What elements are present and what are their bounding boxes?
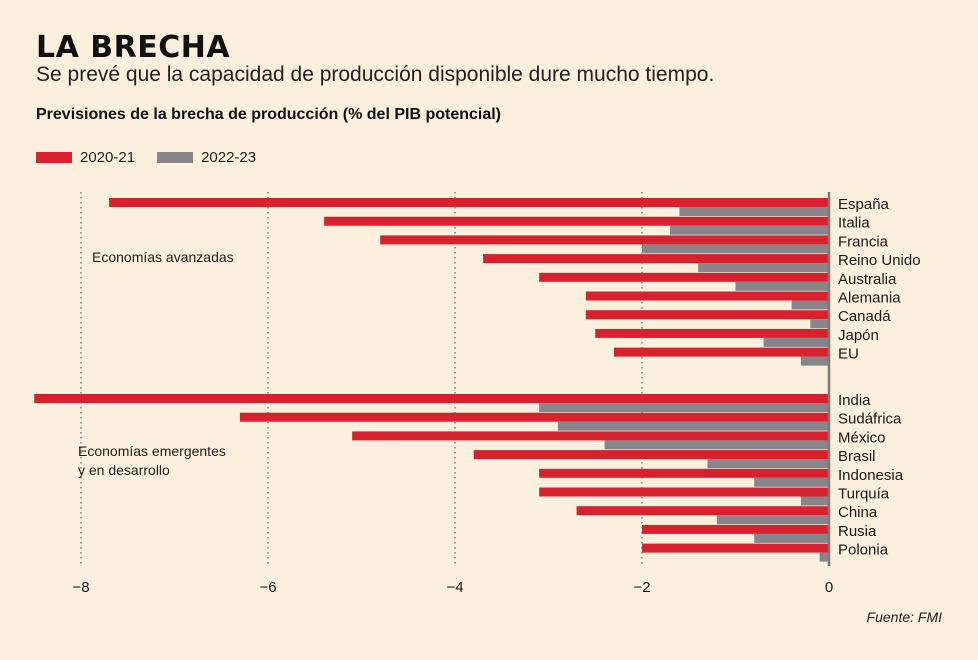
bar-2022-23 — [698, 263, 829, 273]
legend-item-2022-23: 2022-23 — [157, 149, 256, 166]
bar-2022-23 — [754, 533, 829, 543]
bar-2020-21 — [473, 450, 829, 460]
bar-2020-21 — [483, 254, 829, 264]
chart-title: LA BRECHA — [36, 30, 231, 65]
category-label: Australia — [838, 271, 897, 288]
group-label-emerging-line2: y en desarrollo — [78, 462, 170, 478]
category-label: Turquía — [838, 486, 890, 503]
group-label-emerging: Economías emergentes y en desarrollo — [78, 442, 226, 480]
bar-2020-21 — [585, 310, 829, 320]
legend-label: 2022-23 — [201, 149, 257, 166]
bar-2020-21 — [539, 272, 829, 282]
bar-2020-21 — [585, 291, 829, 301]
bar-2022-23 — [800, 496, 829, 506]
category-label: Brasil — [838, 448, 876, 465]
category-label: Reino Unido — [838, 252, 921, 269]
bar-2020-21 — [539, 487, 829, 497]
category-label: India — [838, 392, 871, 409]
bar-2022-23 — [539, 403, 829, 412]
chart-heading: Previsiones de la brecha de producción (… — [36, 106, 502, 123]
bar-2022-23 — [716, 515, 829, 525]
bar-2020-21 — [576, 506, 829, 516]
bar-2020-21 — [380, 235, 829, 245]
group-label-advanced: Economías avanzadas — [92, 248, 234, 267]
bar-2022-23 — [763, 337, 829, 347]
category-label: China — [838, 504, 878, 521]
bar-2022-23 — [754, 477, 829, 487]
bar-2020-21 — [539, 468, 829, 478]
chart-subtitle: Se prevé que la capacidad de producción … — [36, 63, 715, 86]
category-label: Italia — [838, 215, 870, 232]
bar-2022-23 — [604, 440, 829, 450]
category-label: Japón — [838, 327, 879, 344]
x-tick-label: −4 — [446, 579, 463, 596]
bar-2020-21 — [642, 524, 829, 534]
bar-2020-21 — [352, 431, 829, 441]
category-label: Polonia — [838, 542, 889, 559]
x-tick-label: 0 — [825, 579, 833, 596]
bar-2022-23 — [557, 421, 829, 431]
bar-2022-23 — [679, 207, 829, 216]
bar-2022-23 — [810, 319, 829, 329]
legend-label: 2020-21 — [80, 149, 136, 166]
category-label: Alemania — [838, 290, 901, 307]
bar-2020-21 — [239, 412, 829, 422]
bar-2022-23 — [819, 552, 829, 562]
category-label: España — [838, 196, 890, 213]
bar-2022-23 — [642, 244, 829, 254]
category-label: Sudáfrica — [838, 411, 902, 428]
bar-2022-23 — [800, 356, 829, 366]
bar-2020-21 — [595, 328, 829, 338]
bar-2022-23 — [791, 300, 829, 310]
category-label: EU — [838, 346, 859, 363]
x-tick-label: −6 — [259, 579, 276, 596]
category-label: Francia — [838, 233, 889, 250]
category-label: México — [838, 429, 886, 446]
group-label-advanced-text: Economías avanzadas — [92, 249, 234, 265]
category-label: Rusia — [838, 523, 877, 540]
bar-2020-21 — [642, 543, 829, 553]
legend-swatch-gray — [157, 152, 194, 163]
category-label: Canadá — [838, 308, 891, 325]
bar-2022-23 — [707, 459, 829, 469]
bar-2020-21 — [613, 347, 829, 357]
group-label-emerging-line1: Economías emergentes — [78, 443, 226, 459]
bar-2020-21 — [324, 216, 829, 226]
bar-2020-21 — [109, 198, 830, 207]
source-note: Fuente: FMI — [866, 609, 942, 625]
legend-item-2020-21: 2020-21 — [36, 149, 135, 166]
bar-2020-21 — [34, 394, 829, 403]
bar-2022-23 — [735, 281, 829, 291]
bar-2022-23 — [670, 225, 829, 235]
x-tick-label: −2 — [633, 579, 650, 596]
x-tick-label: −8 — [72, 579, 89, 596]
legend: 2020-21 2022-23 — [36, 149, 278, 166]
legend-swatch-red — [36, 152, 72, 163]
category-label: Indonesia — [838, 467, 904, 484]
